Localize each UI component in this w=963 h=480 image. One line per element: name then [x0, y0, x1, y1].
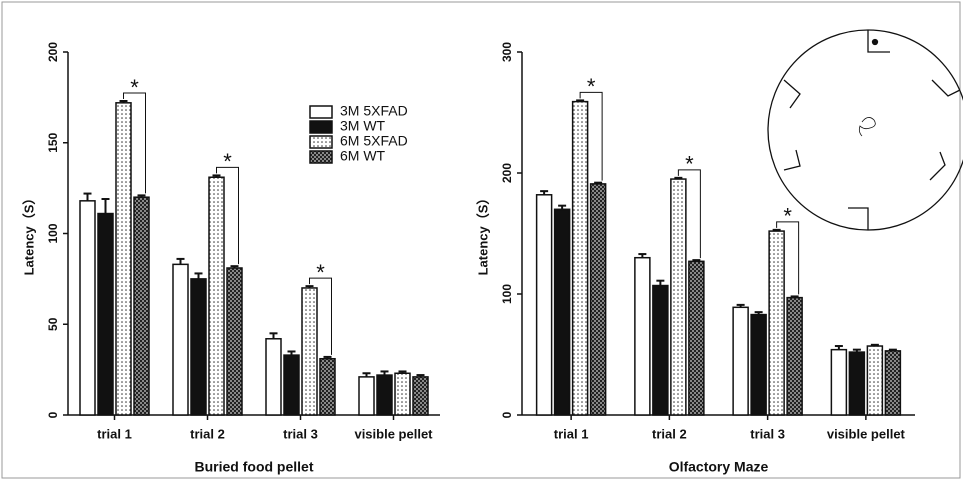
bar	[866, 345, 884, 416]
bar	[97, 212, 114, 416]
bar	[358, 376, 375, 416]
y-tick-label: 0	[46, 411, 60, 418]
bar	[535, 194, 553, 416]
significance-bracket	[123, 92, 146, 194]
bar	[884, 350, 902, 416]
bar	[768, 230, 785, 416]
bar	[412, 376, 429, 416]
bar	[79, 200, 96, 416]
bar	[319, 357, 336, 416]
x-tick-label: visible pellet	[354, 426, 433, 441]
x-tick-label: trial 2	[190, 426, 225, 441]
x-tick-label: trial 3	[750, 426, 785, 441]
significance-label: *	[587, 74, 596, 99]
y-tick-label: 0	[500, 411, 514, 418]
significance-label: *	[783, 204, 792, 229]
bar	[652, 284, 669, 416]
x-axis-label: Olfactory Maze	[669, 459, 769, 475]
bar	[750, 313, 767, 416]
significance-bracket	[677, 169, 701, 259]
x-tick-label: trial 2	[652, 426, 687, 441]
legend-swatch	[309, 120, 333, 134]
bar	[172, 263, 189, 416]
legend-swatch	[309, 150, 333, 164]
bar	[208, 176, 225, 416]
y-axis-label: Latency（S）	[475, 192, 490, 276]
significance-label: *	[130, 75, 139, 100]
bar	[688, 260, 705, 416]
bar	[190, 278, 207, 416]
x-axis-label: Buried food pellet	[195, 459, 314, 475]
bar	[830, 348, 848, 416]
bar	[265, 338, 282, 416]
bar	[571, 100, 589, 416]
y-tick-label: 100	[500, 284, 514, 304]
bar	[553, 208, 571, 416]
significance-bracket	[776, 221, 800, 295]
bar	[301, 287, 318, 416]
y-tick-label: 100	[46, 223, 60, 243]
x-tick-label: visible pellet	[827, 426, 906, 441]
x-tick-label: trial 1	[554, 426, 589, 441]
legend-label: 6M 5XFAD	[340, 133, 408, 149]
legend-label: 3M WT	[340, 118, 386, 134]
y-tick-label: 150	[46, 132, 60, 152]
bar	[589, 183, 607, 416]
y-tick-label: 200	[500, 163, 514, 183]
bar	[732, 306, 749, 416]
bar	[376, 374, 393, 416]
legend-swatch	[309, 135, 333, 149]
legend-label: 6M WT	[340, 148, 386, 164]
bar	[670, 178, 687, 416]
bar	[394, 372, 411, 416]
significance-bracket	[309, 277, 332, 355]
bar	[848, 351, 866, 416]
x-tick-label: trial 1	[97, 426, 132, 441]
significance-bracket	[579, 91, 603, 181]
y-tick-label: 200	[46, 42, 60, 62]
significance-label: *	[316, 260, 325, 285]
bar	[133, 196, 150, 416]
significance-bracket	[216, 166, 239, 265]
bar	[115, 102, 132, 416]
x-tick-label: trial 3	[283, 426, 318, 441]
y-tick-label: 50	[46, 317, 60, 331]
bar	[786, 296, 803, 416]
bar	[283, 354, 300, 416]
legend-label: 3M 5XFAD	[340, 103, 408, 119]
y-tick-label: 300	[500, 42, 514, 62]
y-axis-label: Latency（S）	[21, 192, 36, 276]
maze-inset	[767, 29, 963, 231]
significance-label: *	[223, 149, 232, 174]
legend-swatch	[309, 105, 333, 119]
bar	[634, 256, 651, 416]
bar	[226, 267, 243, 416]
significance-label: *	[685, 152, 694, 177]
